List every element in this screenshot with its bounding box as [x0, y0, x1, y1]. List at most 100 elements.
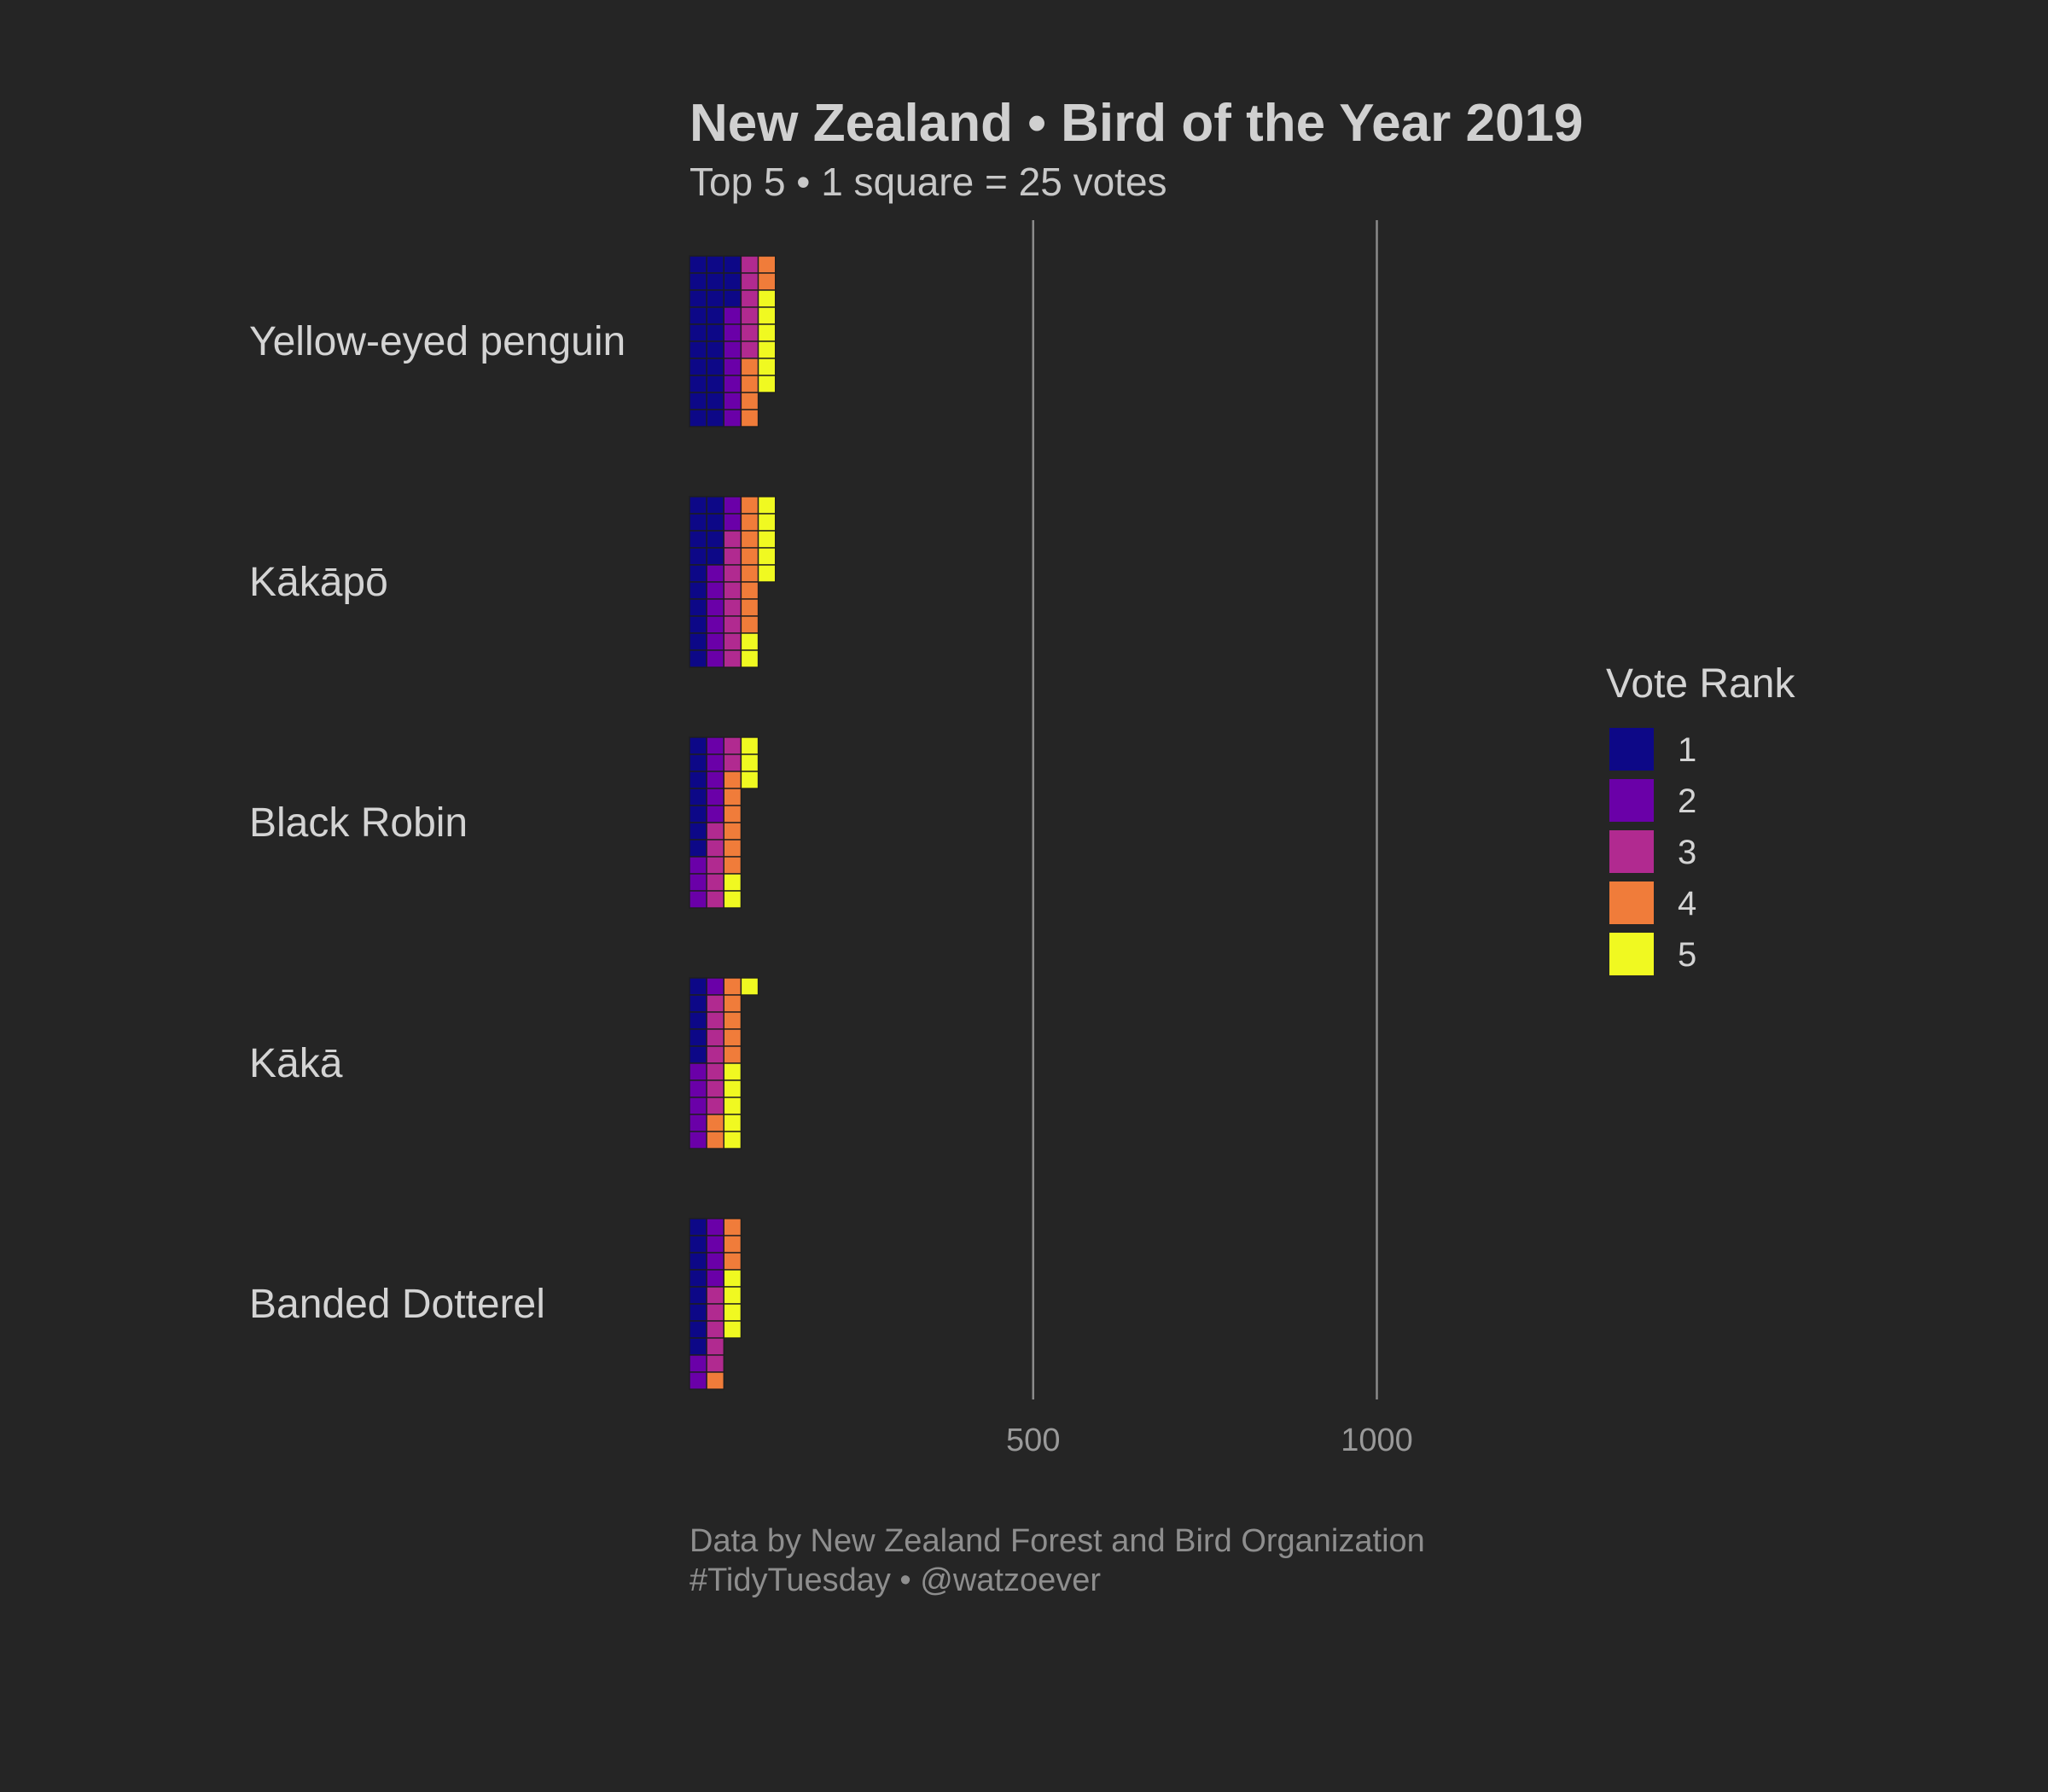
waffle-square [706, 289, 724, 308]
waffle-square [689, 753, 707, 772]
waffle-square [689, 1371, 707, 1390]
waffle-square [706, 873, 724, 892]
waffle-square [740, 340, 759, 359]
waffle-square [723, 1079, 742, 1098]
legend-label: 4 [1678, 885, 1696, 922]
waffle-square [723, 358, 742, 376]
bar-segment-rank-5 [757, 289, 777, 393]
gridlines [1032, 220, 1378, 1399]
waffle-square [706, 805, 724, 823]
waffle-square [723, 632, 742, 651]
waffle-square [689, 272, 707, 291]
waffle-bars [689, 255, 777, 1390]
waffle-square [689, 1062, 707, 1081]
waffle-square [740, 736, 759, 755]
waffle-square [706, 649, 724, 668]
waffle-square [689, 358, 707, 376]
waffle-square [723, 788, 742, 806]
waffle-square [706, 1286, 724, 1305]
legend-label: 5 [1678, 936, 1696, 974]
bar-segment-rank-1 [689, 977, 707, 1064]
waffle-square [689, 771, 707, 789]
waffle-square [689, 409, 707, 428]
legend: Vote Rank 1 2 3 4 5 [1606, 661, 1795, 975]
waffle-square [723, 1303, 742, 1322]
bar-segment-rank-1 [689, 1218, 707, 1356]
waffle-square [723, 890, 742, 909]
waffle-square [740, 513, 759, 532]
waffle-square [689, 1028, 707, 1047]
chart-subtitle: Top 5 • 1 square = 25 votes [689, 160, 1167, 204]
bar-segment-rank-3 [723, 530, 742, 668]
waffle-square [689, 564, 707, 583]
waffle-square [706, 977, 724, 996]
waffle-square [723, 822, 742, 841]
waffle-square [740, 392, 759, 410]
waffle-square [723, 994, 742, 1013]
waffle-square [689, 977, 707, 996]
category-label: Banded Dotterel [249, 1282, 545, 1327]
chart-title: New Zealand • Bird of the Year 2019 [689, 94, 1583, 153]
waffle-square [740, 255, 759, 274]
waffle-square [706, 771, 724, 789]
waffle-square [689, 598, 707, 617]
bar-segment-rank-3 [740, 255, 759, 359]
waffle-square [706, 1252, 724, 1271]
waffle-square [706, 513, 724, 532]
bar-segment-rank-4 [740, 255, 777, 428]
waffle-square [723, 323, 742, 342]
waffle-square [706, 1235, 724, 1254]
waffle-square [706, 564, 724, 583]
waffle-square [723, 289, 742, 308]
bar-segment-rank-1 [689, 496, 724, 668]
waffle-square [689, 994, 707, 1013]
waffle-square [723, 736, 742, 755]
waffle-square [723, 1011, 742, 1030]
waffle-square [706, 1303, 724, 1322]
waffle-square [706, 1337, 724, 1356]
bar-segment-rank-1 [689, 736, 707, 858]
legend-swatch [1609, 881, 1654, 924]
waffle-square [723, 977, 742, 996]
waffle-square [706, 632, 724, 651]
waffle-square [689, 255, 707, 274]
legend-title: Vote Rank [1606, 661, 1795, 707]
waffle-square [706, 839, 724, 858]
bar-row [689, 1218, 742, 1390]
legend-swatch [1609, 933, 1654, 975]
waffle-square [706, 340, 724, 359]
waffle-square [706, 496, 724, 515]
waffle-square [723, 1062, 742, 1081]
waffle-square [723, 753, 742, 772]
waffle-square [740, 358, 759, 376]
bar-segment-rank-2 [689, 977, 724, 1149]
category-label: Kākāpō [249, 560, 388, 605]
waffle-square [723, 649, 742, 668]
waffle-square [757, 547, 777, 566]
bar-row [689, 496, 777, 668]
waffle-square [689, 581, 707, 600]
waffle-square [706, 856, 724, 875]
x-axis-ticks: 500 1000 [1006, 1423, 1413, 1458]
waffle-square [689, 375, 707, 393]
bar-segment-rank-4 [706, 1218, 742, 1390]
waffle-square [689, 513, 707, 532]
waffle-square [740, 615, 759, 634]
waffle-square [706, 581, 724, 600]
waffle-square [723, 856, 742, 875]
waffle-square [723, 409, 742, 428]
waffle-square [723, 375, 742, 393]
waffle-square [706, 375, 724, 393]
bar-segment-rank-3 [706, 1286, 724, 1373]
waffle-square [689, 1320, 707, 1339]
waffle-square [723, 272, 742, 291]
waffle-square [723, 496, 742, 515]
legend-swatch [1609, 830, 1654, 873]
caption-line-credit: #TidyTuesday • @watzoever [689, 1562, 1101, 1598]
waffle-square [740, 323, 759, 342]
waffle-square [689, 1079, 707, 1098]
waffle-square [689, 1097, 707, 1115]
bar-segment-rank-5 [740, 496, 777, 668]
waffle-square [723, 547, 742, 566]
